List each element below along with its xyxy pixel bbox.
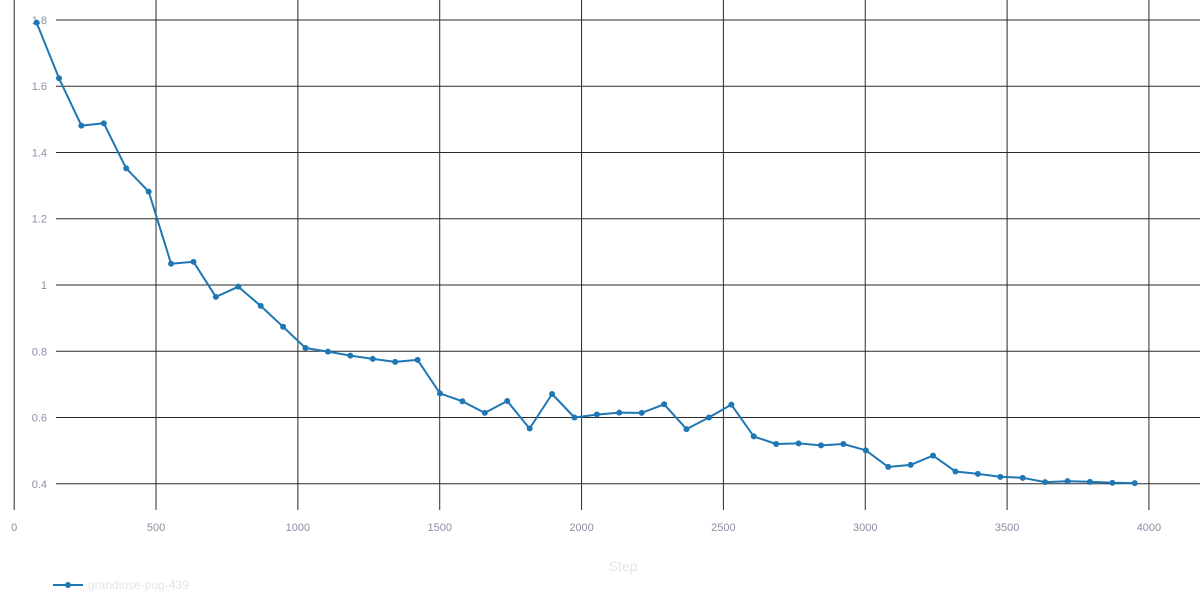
data-point[interactable] bbox=[190, 258, 197, 265]
y-tick-label: 0.4 bbox=[32, 479, 47, 491]
data-point[interactable] bbox=[504, 397, 511, 404]
data-point[interactable] bbox=[862, 447, 869, 454]
data-point[interactable] bbox=[212, 293, 219, 300]
data-point[interactable] bbox=[123, 165, 130, 172]
y-tick-label: 1.4 bbox=[32, 147, 47, 159]
x-tick-label: 4000 bbox=[1137, 522, 1161, 534]
data-point[interactable] bbox=[1042, 479, 1049, 486]
data-point[interactable] bbox=[324, 348, 331, 355]
data-point[interactable] bbox=[235, 283, 242, 290]
x-gridlines bbox=[13, 0, 1150, 510]
y-tick-label: 1.2 bbox=[32, 214, 47, 226]
data-point[interactable] bbox=[302, 344, 309, 351]
data-point[interactable] bbox=[1019, 474, 1026, 481]
data-point[interactable] bbox=[481, 409, 488, 416]
y-tick-labels: 0.4 0.6 0.8 1 1.2 1.4 1.6 1.8 bbox=[32, 15, 47, 491]
data-point[interactable] bbox=[997, 473, 1004, 480]
data-point[interactable] bbox=[593, 411, 600, 418]
data-point[interactable] bbox=[414, 356, 421, 363]
y-tick-label: 0.8 bbox=[32, 346, 47, 358]
data-point[interactable] bbox=[369, 355, 376, 362]
data-point[interactable] bbox=[907, 461, 914, 468]
x-tick-label: 3000 bbox=[853, 522, 877, 534]
data-point[interactable] bbox=[817, 442, 824, 449]
data-point[interactable] bbox=[168, 260, 175, 267]
data-point[interactable] bbox=[750, 433, 757, 440]
legend[interactable]: grandiose-pug-439 bbox=[53, 578, 189, 592]
y-tick-label: 1.6 bbox=[32, 81, 47, 93]
data-point[interactable] bbox=[974, 470, 981, 477]
legend-marker bbox=[65, 582, 71, 588]
data-point[interactable] bbox=[56, 75, 63, 82]
y-tick-label: 1.8 bbox=[32, 15, 47, 27]
series-line bbox=[35, 22, 1135, 485]
y-gridlines bbox=[56, 19, 1200, 485]
data-point[interactable] bbox=[773, 441, 780, 448]
data-point[interactable] bbox=[459, 398, 466, 405]
data-point[interactable] bbox=[930, 452, 937, 459]
data-point[interactable] bbox=[549, 391, 556, 398]
x-tick-label: 1500 bbox=[427, 522, 451, 534]
data-point[interactable] bbox=[952, 468, 959, 475]
data-point[interactable] bbox=[728, 401, 735, 408]
x-axis-title: Step bbox=[609, 558, 638, 574]
data-point[interactable] bbox=[885, 463, 892, 470]
data-point[interactable] bbox=[1086, 478, 1093, 485]
data-point[interactable] bbox=[661, 401, 668, 408]
data-point[interactable] bbox=[795, 440, 802, 447]
series-layer bbox=[33, 19, 1138, 487]
x-tick-label: 1000 bbox=[286, 522, 310, 534]
data-point[interactable] bbox=[1131, 480, 1138, 487]
x-tick-label: 2500 bbox=[711, 522, 735, 534]
data-point[interactable] bbox=[638, 409, 645, 416]
data-point[interactable] bbox=[705, 414, 712, 421]
x-tick-label: 500 bbox=[147, 522, 165, 534]
data-point[interactable] bbox=[347, 352, 354, 359]
data-point[interactable] bbox=[616, 409, 623, 416]
x-tick-label: 0 bbox=[11, 522, 17, 534]
data-point[interactable] bbox=[145, 188, 152, 195]
data-point[interactable] bbox=[1109, 479, 1116, 486]
x-tick-label: 3500 bbox=[995, 522, 1019, 534]
data-point[interactable] bbox=[78, 122, 85, 129]
data-point[interactable] bbox=[437, 390, 443, 397]
legend-label: grandiose-pug-439 bbox=[88, 578, 189, 592]
data-point[interactable] bbox=[280, 323, 287, 330]
x-tick-labels: 0 500 1000 1500 2000 2500 3000 3500 4000 bbox=[11, 522, 1161, 534]
data-point[interactable] bbox=[526, 425, 533, 432]
data-point[interactable] bbox=[1064, 478, 1071, 485]
data-point[interactable] bbox=[571, 414, 578, 421]
data-point[interactable] bbox=[257, 302, 264, 309]
data-point[interactable] bbox=[33, 19, 40, 26]
y-tick-label: 0.6 bbox=[32, 413, 47, 425]
data-point[interactable] bbox=[840, 441, 847, 448]
data-point[interactable] bbox=[100, 120, 107, 127]
x-tick-label: 2000 bbox=[569, 522, 593, 534]
data-point[interactable] bbox=[683, 426, 690, 433]
y-tick-label: 1 bbox=[41, 280, 47, 292]
data-point[interactable] bbox=[392, 358, 399, 365]
